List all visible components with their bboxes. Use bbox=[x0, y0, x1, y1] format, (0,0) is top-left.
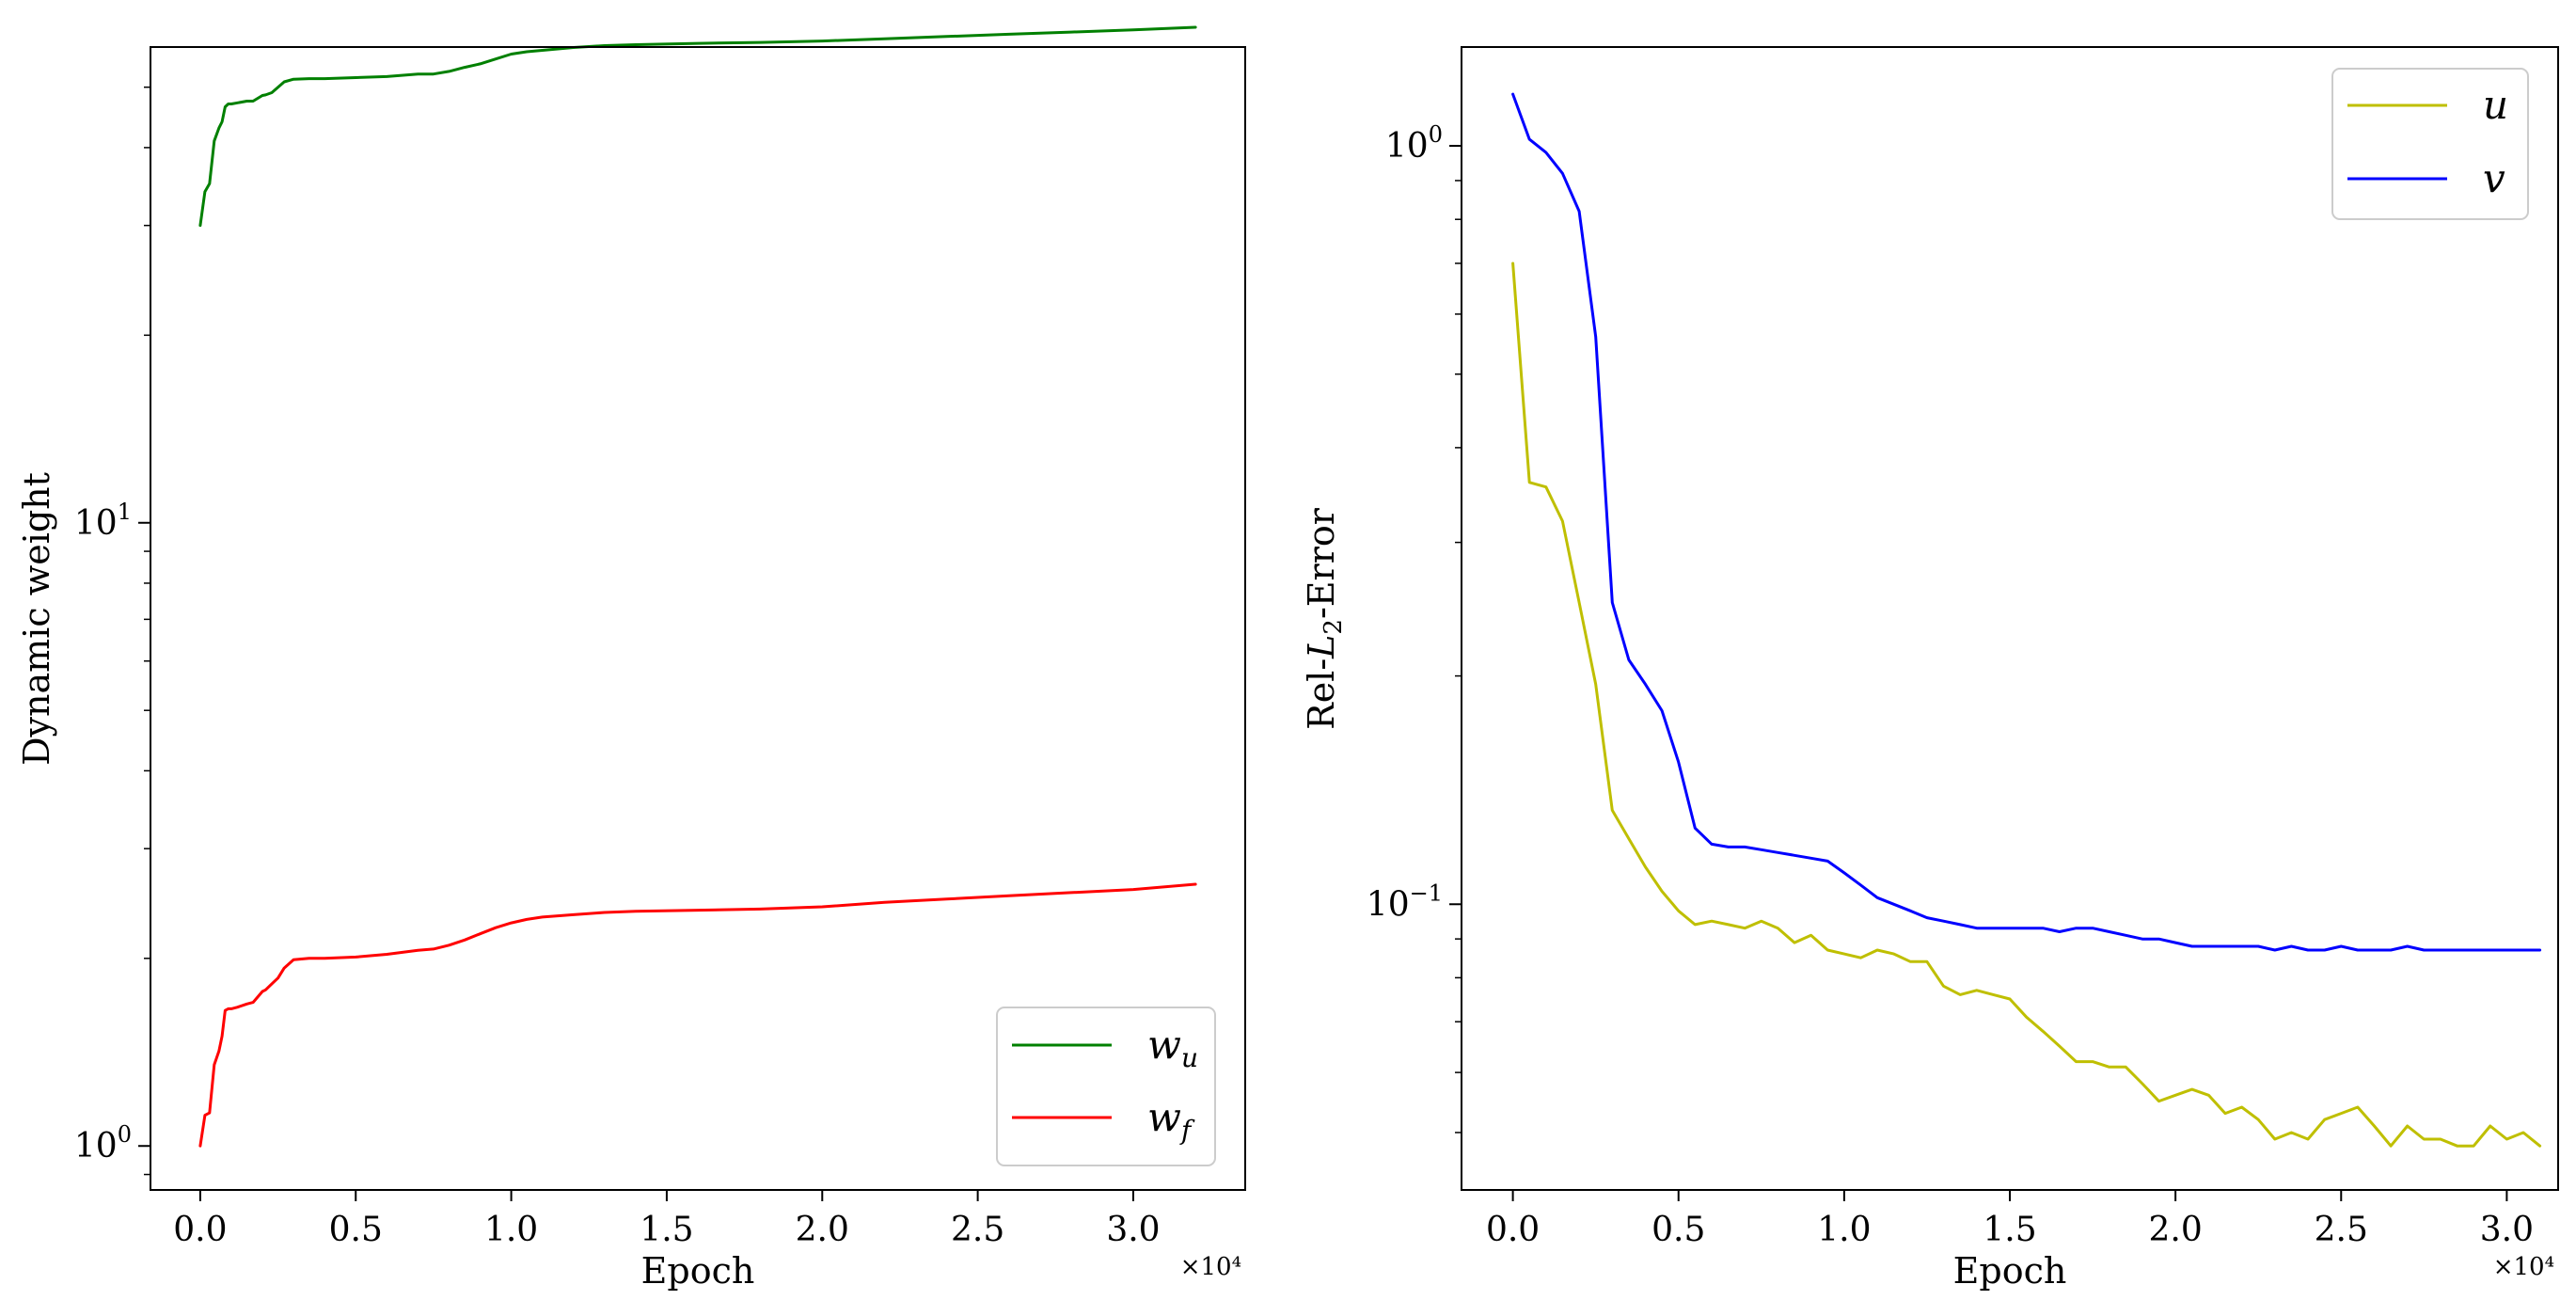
y-axis-label: Rel-L2-Error bbox=[1301, 507, 1348, 730]
legend: wu wf bbox=[996, 1007, 1216, 1166]
x-tick-label: 0.0 bbox=[173, 1211, 227, 1249]
y-ticks: 10−1 100 bbox=[1367, 121, 1462, 1134]
y-tick-label: 100 bbox=[74, 1121, 132, 1165]
x-tick-label: 0.5 bbox=[329, 1211, 383, 1249]
x-axis-offset-label: ×10⁴ bbox=[1180, 1253, 1241, 1281]
x-tick-label: 1.0 bbox=[484, 1211, 538, 1249]
x-axis-label: Epoch bbox=[1953, 1250, 2067, 1292]
x-tick-label: 1.5 bbox=[1983, 1211, 2036, 1249]
y-axis-label: Dynamic weight bbox=[16, 472, 57, 766]
x-tick-label: 1.0 bbox=[1817, 1211, 1871, 1249]
legend: u v bbox=[2331, 68, 2529, 220]
y-tick-label: 10−1 bbox=[1367, 880, 1443, 924]
rel-l2-error-chart: 0.0 0.5 1.0 1.5 2.0 2.5 3.0 10−1 100 Epoch ×10⁴… bbox=[1301, 46, 2559, 1292]
x-axis-offset-label: ×10⁴ bbox=[2493, 1253, 2554, 1281]
series-layer bbox=[1511, 92, 2542, 1148]
x-axis-label: Epoch bbox=[641, 1250, 755, 1292]
series-line-w-u bbox=[198, 25, 1197, 228]
series-line-u bbox=[1511, 262, 2542, 1148]
x-tick-label: 1.5 bbox=[640, 1211, 693, 1249]
x-tick-label: 0.5 bbox=[1651, 1211, 1705, 1249]
x-ticks: 0.0 0.5 1.0 1.5 2.0 2.5 3.0 bbox=[1486, 1190, 2534, 1249]
x-tick-label: 2.5 bbox=[951, 1211, 1004, 1249]
x-tick-label: 0.0 bbox=[1486, 1211, 1540, 1249]
x-ticks: 0.0 0.5 1.0 1.5 2.0 2.5 3.0 bbox=[173, 1190, 1161, 1249]
legend-label-w-u: wu bbox=[1147, 1022, 1198, 1073]
x-tick-label: 3.0 bbox=[2480, 1211, 2534, 1249]
y-ticks: 100 101 bbox=[74, 86, 150, 1176]
series-line-w-f bbox=[198, 882, 1197, 1148]
x-tick-label: 2.5 bbox=[2315, 1211, 2368, 1249]
y-tick-label: 101 bbox=[74, 499, 132, 543]
series-layer bbox=[198, 25, 1197, 1148]
series-line-v bbox=[1511, 92, 2542, 952]
x-tick-label: 2.0 bbox=[2149, 1211, 2203, 1249]
legend-label-u: u bbox=[2483, 82, 2508, 128]
x-tick-label: 3.0 bbox=[1106, 1211, 1160, 1249]
legend-label-v: v bbox=[2483, 155, 2505, 201]
plot-frame bbox=[150, 46, 1246, 1191]
x-tick-label: 2.0 bbox=[796, 1211, 849, 1249]
legend-box bbox=[996, 1007, 1216, 1166]
y-tick-label: 100 bbox=[1385, 121, 1443, 166]
